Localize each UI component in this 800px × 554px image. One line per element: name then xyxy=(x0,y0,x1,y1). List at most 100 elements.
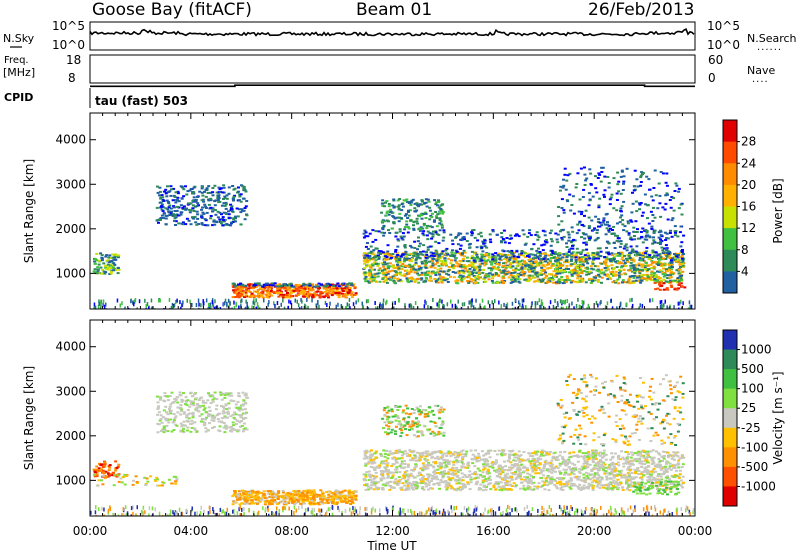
power-cell xyxy=(491,277,495,280)
power-cell xyxy=(469,261,473,264)
velocity-cell xyxy=(283,502,287,505)
power-cell xyxy=(413,240,417,243)
velocity-cell xyxy=(345,498,349,501)
power-cell xyxy=(99,252,103,255)
velocity-cell xyxy=(236,496,240,499)
power-cell xyxy=(622,265,626,267)
power-cell xyxy=(587,273,591,276)
power-cell xyxy=(475,277,479,280)
power-cell xyxy=(558,258,562,260)
power-cell xyxy=(655,279,659,282)
power-cell xyxy=(205,298,208,303)
velocity-cell xyxy=(291,500,295,503)
power-cell xyxy=(496,281,500,284)
power-cell xyxy=(644,229,648,231)
power-cell xyxy=(631,297,633,302)
power-cell xyxy=(442,229,446,232)
power-cell xyxy=(651,298,654,303)
power-cell xyxy=(420,262,424,265)
power-cell xyxy=(420,199,424,202)
power-cell xyxy=(522,274,526,277)
power-cell xyxy=(573,262,577,265)
power-cell xyxy=(479,257,483,260)
power-cell xyxy=(381,219,385,222)
power-cell xyxy=(432,255,436,258)
power-cell xyxy=(562,300,565,304)
power-cell xyxy=(633,185,636,188)
power-cell xyxy=(668,232,672,234)
power-cell xyxy=(641,257,645,260)
power-cell xyxy=(643,193,647,196)
power-cell xyxy=(94,305,97,309)
power-cell xyxy=(445,247,449,250)
power-cell xyxy=(504,261,508,264)
power-cell xyxy=(664,299,666,304)
power-cell xyxy=(616,254,620,257)
power-cell xyxy=(223,218,227,221)
power-cell xyxy=(607,224,611,227)
power-cell xyxy=(451,243,455,246)
power-cell xyxy=(620,169,624,172)
power-cell xyxy=(238,305,240,309)
power-cell xyxy=(388,276,392,279)
power-cell xyxy=(557,215,561,218)
power-cell xyxy=(437,264,441,267)
power-cell xyxy=(284,289,288,292)
power-cell xyxy=(342,295,346,298)
power-cell xyxy=(489,303,491,308)
power-cell xyxy=(544,254,548,257)
power-cell xyxy=(213,209,217,211)
power-cell xyxy=(300,306,303,309)
power-cell xyxy=(613,255,616,258)
velocity-cell xyxy=(121,476,125,479)
power-cell xyxy=(644,252,647,255)
power-cell xyxy=(512,307,514,309)
power-cell xyxy=(462,272,466,275)
power-cell xyxy=(678,231,682,234)
velocity-cell xyxy=(244,417,248,419)
power-colorbar-band xyxy=(723,206,737,229)
power-cell xyxy=(376,272,380,275)
power-cell xyxy=(384,263,388,266)
power-cell xyxy=(381,272,385,275)
velocity-cell xyxy=(301,501,305,503)
power-cell xyxy=(511,272,515,275)
power-cell xyxy=(387,213,391,216)
power-cell xyxy=(375,280,378,283)
power-cell xyxy=(383,231,386,234)
power-cell xyxy=(670,196,674,199)
power-cell xyxy=(551,263,555,265)
power-cell xyxy=(434,249,438,252)
velocity-cell xyxy=(337,496,341,499)
power-cell xyxy=(268,284,272,287)
power-cell xyxy=(198,307,200,309)
power-cell xyxy=(345,286,349,289)
power-cell xyxy=(271,284,275,287)
power-cell xyxy=(398,228,402,231)
velocity-cell xyxy=(165,411,169,414)
power-cell xyxy=(654,251,658,254)
velocity-cell xyxy=(277,490,281,493)
power-cell xyxy=(589,281,593,284)
power-cell xyxy=(197,223,201,225)
velocity-cell xyxy=(193,421,197,424)
power-cell xyxy=(660,300,663,304)
power-cell xyxy=(569,269,573,272)
power-cell xyxy=(158,186,162,189)
power-cell xyxy=(620,262,624,265)
power-cell xyxy=(220,204,224,207)
power-colorbar-tick: 4 xyxy=(741,264,749,278)
power-cell xyxy=(673,225,677,228)
velocity-cell xyxy=(236,497,240,500)
power-scatter xyxy=(92,166,693,309)
power-cell xyxy=(576,172,580,175)
power-cell xyxy=(229,203,233,206)
power-cell xyxy=(643,266,647,269)
power-cell xyxy=(591,268,595,271)
velocity-cell xyxy=(233,491,237,494)
power-cell xyxy=(559,262,562,265)
power-cell xyxy=(200,199,204,202)
power-cell xyxy=(169,188,173,191)
power-cell xyxy=(97,304,100,309)
power-cell xyxy=(566,174,570,177)
